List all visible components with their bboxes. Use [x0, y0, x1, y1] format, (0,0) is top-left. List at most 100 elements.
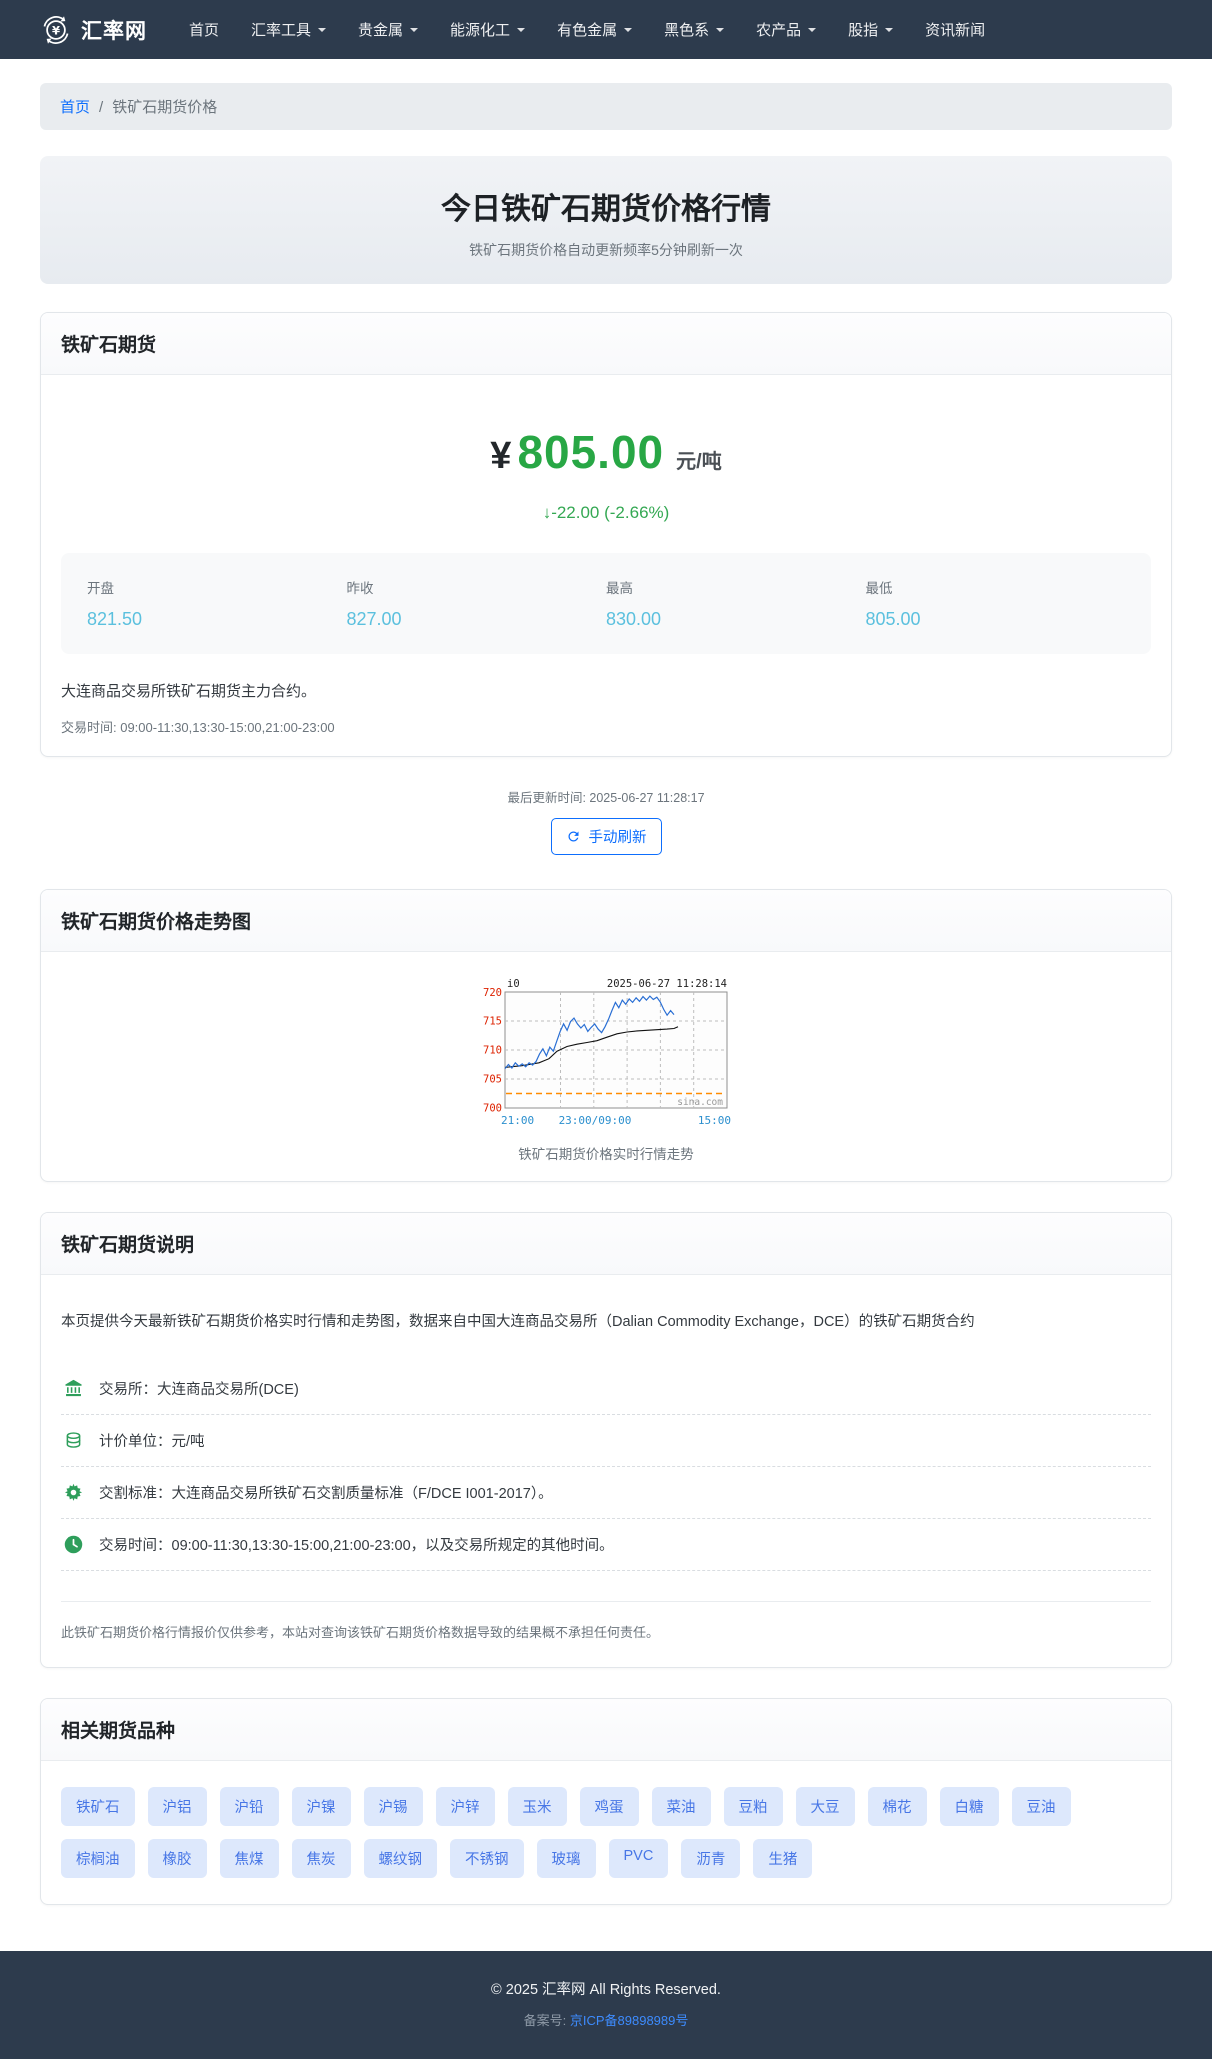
manual-refresh-button[interactable]: 手动刷新: [550, 818, 662, 855]
nav-item-precious-metals[interactable]: 贵金属: [342, 10, 434, 49]
y-axis-tick: 710: [483, 1045, 502, 1057]
y-axis-tick: 715: [483, 1016, 502, 1028]
breadcrumb-home-link[interactable]: 首页: [60, 99, 91, 116]
nav-item-tools[interactable]: 汇率工具: [235, 10, 342, 49]
stat-prev-close: 昨收 827.00: [347, 577, 607, 630]
related-item[interactable]: 玉米: [507, 1787, 567, 1827]
nav-item-home[interactable]: 首页: [173, 10, 235, 49]
related-item[interactable]: 沪锌: [435, 1787, 495, 1827]
y-axis-tick: 700: [483, 1103, 502, 1115]
nav-item-energy-chemical[interactable]: 能源化工: [434, 10, 541, 49]
related-item[interactable]: 白糖: [939, 1787, 999, 1827]
caret-down-icon: [318, 27, 327, 36]
svg-text:¥: ¥: [52, 23, 60, 37]
refresh-icon: [566, 829, 581, 844]
related-item[interactable]: 橡胶: [147, 1839, 207, 1879]
related-card-body: 铁矿石 沪铝 沪铅 沪镍 沪锡 沪锌 玉米 鸡蛋 菜油 豆粕 大豆 棉花 白糖 …: [41, 1761, 1171, 1904]
related-item[interactable]: 豆油: [1011, 1787, 1071, 1827]
related-item[interactable]: 焦炭: [291, 1839, 351, 1879]
nav-item-label: 股指: [848, 22, 879, 39]
stat-high: 最高 830.00: [606, 577, 866, 630]
stat-open: 开盘 821.50: [87, 577, 347, 630]
price-unit: 元/吨: [676, 451, 722, 473]
related-item[interactable]: 不锈钢: [450, 1839, 524, 1879]
bank-icon: [63, 1378, 84, 1399]
info-item-trading-hours: 交易时间：09:00-11:30,13:30-15:00,21:00-23:00…: [61, 1519, 1151, 1572]
related-item[interactable]: 沪铅: [219, 1787, 279, 1827]
nav-item-label: 能源化工: [450, 22, 511, 39]
nav-item-news[interactable]: 资讯新闻: [909, 10, 1001, 49]
info-card: 铁矿石期货说明 本页提供今天最新铁矿石期货价格实时行情和走势图，数据来自中国大连…: [40, 1212, 1172, 1669]
disclaimer: 此铁矿石期货价格行情报价仅供参考，本站对查询该铁矿石期货价格数据导致的结果概不承…: [61, 1625, 660, 1641]
brand-name: 汇率网: [81, 19, 147, 43]
breadcrumb-separator: /: [99, 99, 104, 116]
last-update-label: 最后更新时间:: [507, 791, 586, 805]
caret-down-icon: [410, 27, 419, 36]
x-axis-tick: 23:00/09:00: [559, 1114, 632, 1127]
related-item[interactable]: 沪铝: [147, 1787, 207, 1827]
nav-item-label: 农产品: [756, 22, 802, 39]
info-item-unit: 计价单位：元/吨: [61, 1415, 1151, 1468]
chart-card-title: 铁矿石期货价格走势图: [41, 890, 1171, 952]
watermark: sina.com: [677, 1097, 723, 1108]
x-axis-tick: 21:00: [501, 1114, 534, 1127]
related-item[interactable]: 玻璃: [536, 1839, 596, 1879]
related-item[interactable]: 大豆: [795, 1787, 855, 1827]
info-card-title: 铁矿石期货说明: [41, 1213, 1171, 1275]
divider: [61, 1601, 1151, 1603]
icp-line: 备案号: 京ICP备89898989号: [0, 2010, 1212, 2029]
stat-label: 昨收: [346, 581, 374, 596]
related-item[interactable]: 沪锡: [363, 1787, 423, 1827]
footer: © 2025 汇率网 All Rights Reserved. 备案号: 京IC…: [0, 1951, 1212, 2059]
stat-value: 827.00: [346, 609, 402, 629]
related-item[interactable]: 铁矿石: [61, 1787, 135, 1827]
related-item[interactable]: 沥青: [681, 1839, 741, 1879]
brand-logo[interactable]: ¥ 汇率网: [40, 14, 147, 46]
x-axis-tick: 15:00: [698, 1114, 731, 1127]
stat-value: 821.50: [87, 609, 143, 629]
chart-card: 铁矿石期货价格走势图: [40, 889, 1172, 1182]
chart-symbol-label: i0: [507, 978, 520, 990]
related-item[interactable]: 棉花: [867, 1787, 927, 1827]
nav-item-stock-index[interactable]: 股指: [832, 10, 909, 49]
trading-time-note: 交易时间: 09:00-11:30,13:30-15:00,21:00-23:0…: [61, 720, 335, 735]
nav-item-agricultural[interactable]: 农产品: [740, 10, 832, 49]
breadcrumb-current: 铁矿石期货价格: [112, 99, 218, 116]
coins-icon: [63, 1430, 84, 1451]
info-item-text: 交易时间：09:00-11:30,13:30-15:00,21:00-23:00…: [99, 1538, 614, 1555]
stat-label: 开盘: [87, 581, 114, 596]
stat-label: 最高: [606, 581, 633, 596]
related-item[interactable]: 螺纹钢: [363, 1839, 437, 1879]
nav-item-nonferrous[interactable]: 有色金属: [541, 10, 648, 49]
y-axis-tick: 705: [483, 1074, 502, 1086]
navbar-inner: ¥ 汇率网 首页 汇率工具 贵金属 能源化工 有色金属 黑色系 农产品 股指 资…: [40, 0, 1172, 59]
currency-symbol: ¥: [490, 435, 512, 477]
page-title: 今日铁矿石期货价格行情: [441, 193, 771, 226]
refresh-button-label: 手动刷新: [588, 830, 647, 846]
caret-down-icon: [885, 27, 894, 36]
related-item[interactable]: PVC: [608, 1839, 669, 1879]
copyright-text: © 2025 汇率网 All Rights Reserved.: [491, 1982, 721, 1999]
quote-card: 铁矿石期货 ¥805.00 元/吨 ↓-22.00 (-2.66%) 开盘 821…: [40, 312, 1172, 757]
info-item-delivery-standard: 交割标准：大连商品交易所铁矿石交割质量标准（F/DCE I001-2017）。: [61, 1467, 1151, 1520]
icp-link[interactable]: 京ICP备89898989号: [569, 2013, 689, 2029]
nav-item-label: 贵金属: [358, 22, 404, 39]
info-item-text: 交割标准：大连商品交易所铁矿石交割质量标准（F/DCE I001-2017）。: [99, 1486, 553, 1503]
nav-item-label: 有色金属: [557, 22, 618, 39]
related-item[interactable]: 豆粕: [723, 1787, 783, 1827]
related-item[interactable]: 生猪: [753, 1839, 813, 1879]
nav-item-label: 首页: [189, 22, 220, 39]
chart-timestamp-label: 2025-06-27 11:28:14: [607, 978, 727, 990]
related-item[interactable]: 鸡蛋: [579, 1787, 639, 1827]
related-item[interactable]: 沪镍: [291, 1787, 351, 1827]
nav-item-ferrous[interactable]: 黑色系: [648, 10, 740, 49]
caret-down-icon: [716, 27, 725, 36]
related-item[interactable]: 棕榈油: [61, 1839, 135, 1879]
caret-down-icon: [624, 27, 633, 36]
related-item[interactable]: 菜油: [651, 1787, 711, 1827]
price-change: ↓-22.00 (-2.66%): [542, 503, 670, 522]
info-card-body: 本页提供今天最新铁矿石期货价格实时行情和走势图，数据来自中国大连商品交易所（Da…: [41, 1275, 1171, 1667]
related-item[interactable]: 焦煤: [219, 1839, 279, 1879]
icp-label: 备案号:: [523, 2013, 567, 2029]
contract-description: 大连商品交易所铁矿石期货主力合约。: [61, 683, 317, 700]
